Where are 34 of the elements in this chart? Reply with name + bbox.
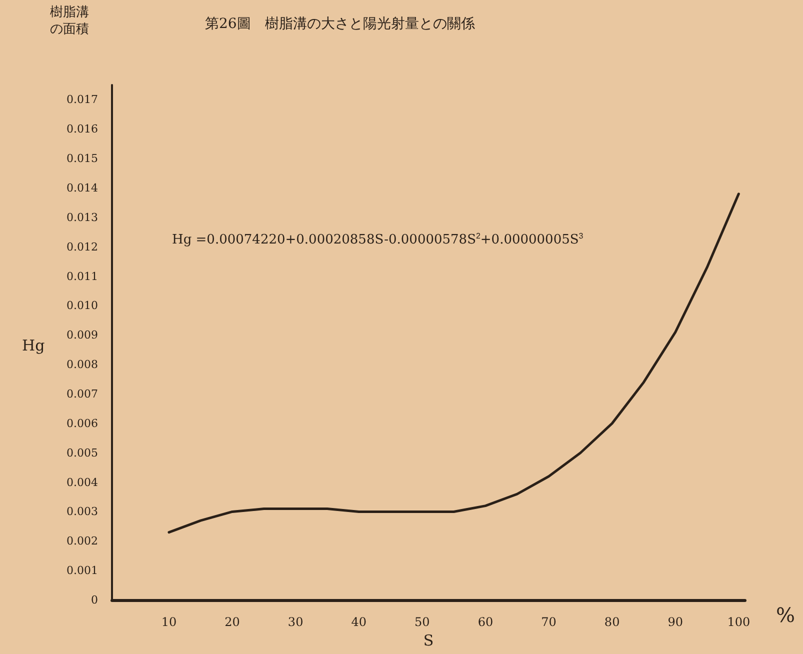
x-tick-label: 20 bbox=[224, 615, 240, 629]
text: Hg bbox=[22, 336, 46, 354]
y-tick-label: 0.009 bbox=[66, 328, 98, 342]
x-tick-label: 60 bbox=[478, 615, 494, 629]
chart-title: 第26圖 樹脂溝の大さと陽光射量との關係 bbox=[205, 16, 475, 32]
y-tick-label: 0.010 bbox=[66, 299, 98, 312]
x-tick-label: 70 bbox=[541, 615, 556, 629]
y-axis-title: 樹脂溝の面積 bbox=[50, 5, 89, 37]
x-tick-label: 30 bbox=[288, 615, 304, 629]
y-tick-label: 0.003 bbox=[66, 505, 98, 518]
y-tick-label: 0 bbox=[91, 594, 98, 606]
y-tick-label: 0.008 bbox=[66, 358, 98, 372]
x-tick-label: 50 bbox=[414, 615, 430, 629]
y-tick-label: 0.004 bbox=[66, 476, 98, 489]
x-tick-label: 10 bbox=[161, 615, 177, 629]
y-tick-label: 0.005 bbox=[66, 446, 98, 460]
x-tick-label: 100 bbox=[727, 615, 750, 629]
x-tick-label: 90 bbox=[668, 615, 684, 629]
x-tick-label: 80 bbox=[604, 615, 620, 629]
text: % bbox=[776, 603, 796, 627]
y-tick-label: 0.014 bbox=[66, 182, 98, 194]
y-tick-label: 0.001 bbox=[66, 564, 98, 578]
y-tick-label: 0.013 bbox=[66, 210, 98, 224]
y-tick-label: 0.002 bbox=[66, 534, 98, 548]
y-tick-label: 0.006 bbox=[66, 416, 98, 430]
y-tick-label: 0.015 bbox=[66, 152, 98, 166]
line-series bbox=[168, 192, 740, 534]
x-tick-label: 40 bbox=[351, 615, 367, 629]
y-tick-label: 0.007 bbox=[66, 388, 98, 400]
y-tick-label: 0.016 bbox=[66, 122, 98, 136]
y-tick-label: 0.017 bbox=[66, 93, 98, 106]
y-tick-label: 0.012 bbox=[66, 240, 98, 254]
y-tick-label: 0.011 bbox=[66, 270, 98, 283]
x-axis-title: S bbox=[423, 631, 434, 650]
